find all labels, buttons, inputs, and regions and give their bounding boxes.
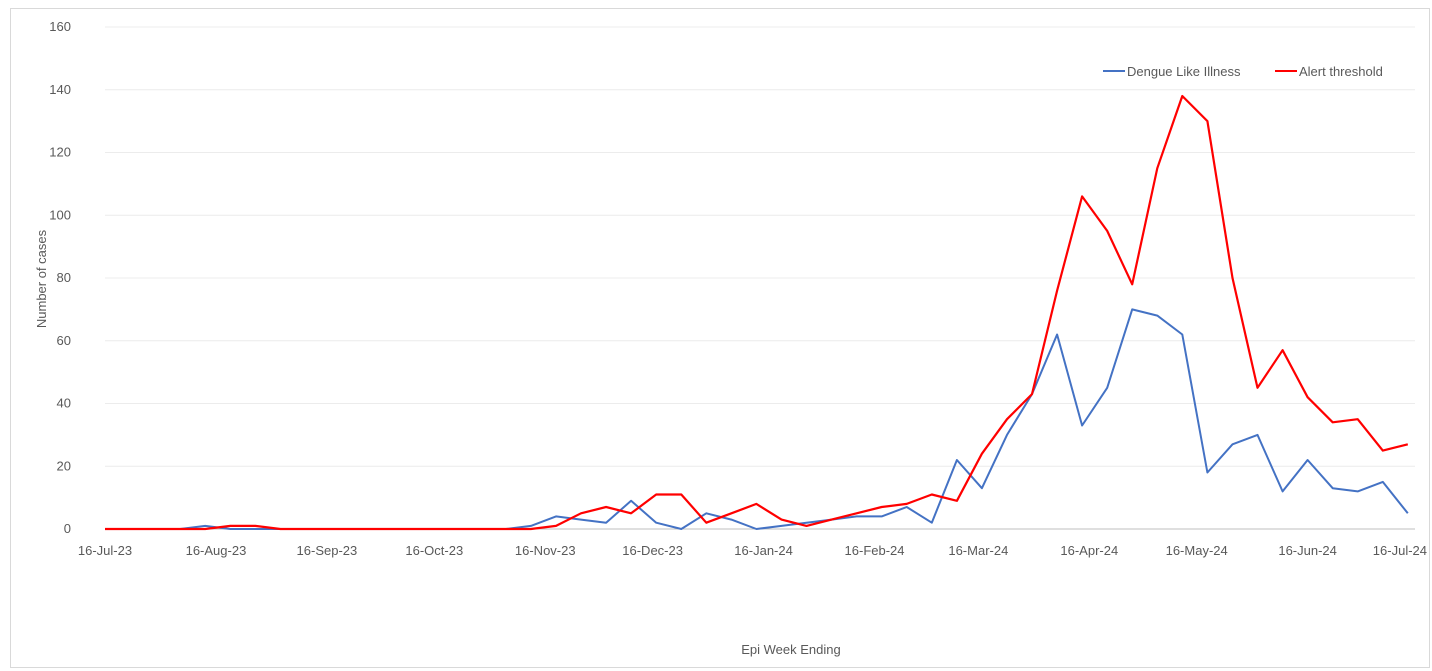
y-tick-label: 140	[49, 82, 71, 97]
y-tick-label: 160	[49, 19, 71, 34]
line-chart: 0 20 40 60 80 100 120 140 160 16-Jul-23 16-Aug-23…	[34, 19, 1427, 657]
x-tick-label: 16-Mar-24	[948, 543, 1008, 558]
gridlines	[105, 26, 1415, 530]
x-tick-label: 16-Apr-24	[1060, 543, 1118, 558]
x-tick-label: 16-Jun-24	[1278, 543, 1337, 558]
legend-label: Alert threshold	[1299, 64, 1383, 79]
x-tick-label: 16-Aug-23	[186, 543, 247, 558]
y-axis-ticks: 0 20 40 60 80 100 120 140 160	[49, 19, 71, 536]
chart-frame: 0 20 40 60 80 100 120 140 160 16-Jul-23 16-Aug-23…	[10, 8, 1430, 668]
y-tick-label: 40	[57, 396, 71, 411]
x-tick-label: 16-Dec-23	[622, 543, 683, 558]
legend-label: Dengue Like Illness	[1127, 64, 1241, 79]
y-tick-label: 60	[57, 333, 71, 348]
x-tick-label: 16-Oct-23	[405, 543, 463, 558]
legend: Dengue Like Illness Alert threshold	[1103, 64, 1383, 79]
series-line-alert-threshold	[105, 94, 1409, 531]
x-tick-label: 16-Jan-24	[734, 543, 793, 558]
y-tick-label: 20	[57, 458, 71, 473]
x-tick-label: 16-Jul-23	[78, 543, 132, 558]
x-tick-label: 16-Nov-23	[515, 543, 576, 558]
x-tick-label: 16-Sep-23	[297, 543, 358, 558]
x-tick-label: 16-Feb-24	[845, 543, 905, 558]
y-tick-label: 0	[64, 521, 71, 536]
x-tick-label: 16-Jul-24	[1373, 543, 1427, 558]
y-tick-label: 100	[49, 207, 71, 222]
x-tick-label: 16-May-24	[1166, 543, 1228, 558]
y-tick-label: 80	[57, 270, 71, 285]
y-axis-label: Number of cases	[34, 229, 49, 328]
y-tick-label: 120	[49, 145, 71, 160]
x-axis-label: Epi Week Ending	[741, 642, 841, 657]
x-axis-ticks: 16-Jul-23 16-Aug-23 16-Sep-23 16-Oct-23 16-N…	[78, 543, 1427, 558]
series-line-dengue-like-illness	[105, 308, 1409, 530]
series-lines	[105, 94, 1409, 531]
